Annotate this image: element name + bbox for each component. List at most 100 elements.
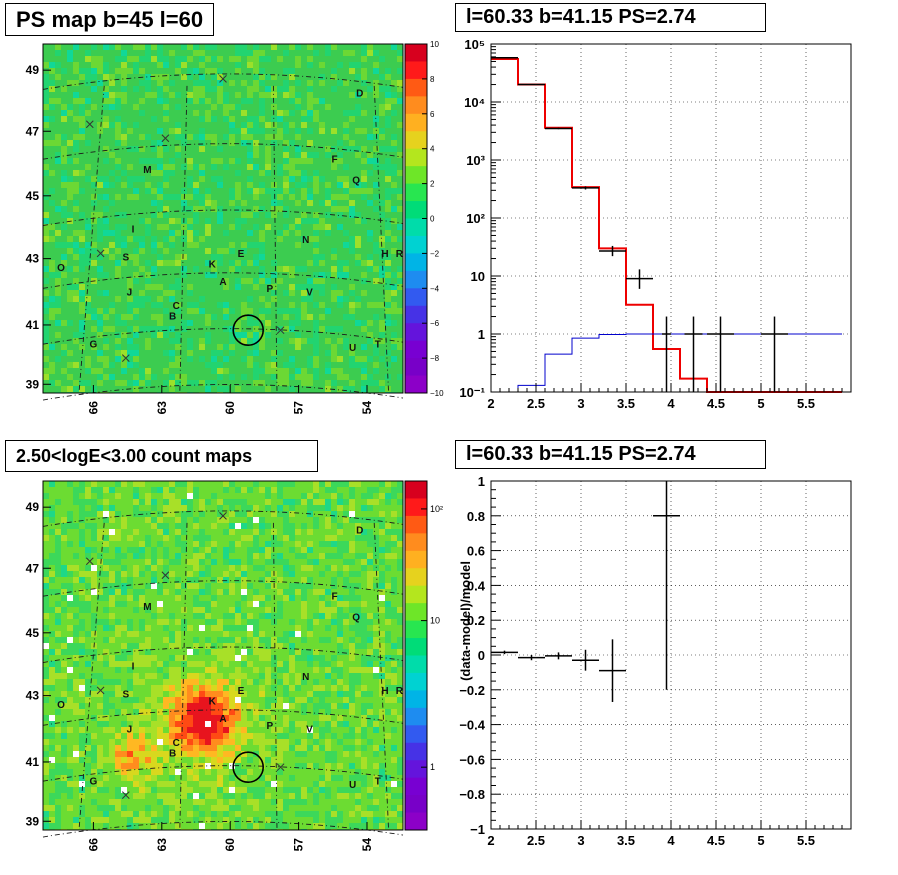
map-cell [73, 505, 79, 511]
map-cell [49, 380, 55, 386]
map-cell [193, 86, 199, 92]
map-cell [289, 362, 295, 368]
map-cell [199, 188, 205, 194]
map-cell [307, 176, 313, 182]
map-cell [73, 158, 79, 164]
map-cell [121, 344, 127, 350]
map-cell [367, 200, 373, 206]
map-cell [199, 176, 205, 182]
map-cell [349, 350, 355, 356]
map-cell [133, 362, 139, 368]
map-cell [223, 128, 229, 134]
map-cell [97, 565, 103, 571]
map-cell [61, 338, 67, 344]
map-cell [247, 152, 253, 158]
map-cell [127, 200, 133, 206]
map-cell [217, 74, 223, 80]
map-cell [175, 254, 181, 260]
map-cell [205, 128, 211, 134]
map-cell [361, 122, 367, 128]
map-cell [133, 763, 139, 769]
map-cell [79, 182, 85, 188]
map-cell [271, 212, 277, 218]
map-cell [343, 218, 349, 224]
map-cell [103, 709, 109, 715]
map-cell [247, 194, 253, 200]
map-cell [175, 188, 181, 194]
map-cell [151, 793, 157, 799]
map-cell [61, 278, 67, 284]
map-cell [73, 703, 79, 709]
map-cell [55, 529, 61, 535]
map-cell [391, 284, 397, 290]
map-cell [217, 188, 223, 194]
map-cell [139, 146, 145, 152]
map-cell [295, 302, 301, 308]
colorbar-tick-label: −10 [430, 389, 444, 398]
map-cell [313, 266, 319, 272]
map-cell [115, 266, 121, 272]
map-cell [385, 344, 391, 350]
map-cell [367, 62, 373, 68]
map-cell [169, 110, 175, 116]
map-cell [97, 170, 103, 176]
map-cell [193, 248, 199, 254]
map-cell [355, 110, 361, 116]
map-cell [253, 308, 259, 314]
map-cell [103, 571, 109, 577]
map-cell [247, 320, 253, 326]
map-cell [163, 499, 169, 505]
map-cell [97, 182, 103, 188]
map-cell [91, 619, 97, 625]
map-cell [49, 308, 55, 314]
map-cell [247, 74, 253, 80]
map-cell [79, 200, 85, 206]
map-cell [313, 350, 319, 356]
map-cell [379, 104, 385, 110]
map-cell [103, 607, 109, 613]
map-cell [187, 332, 193, 338]
map-cell [73, 481, 79, 487]
map-cell [337, 62, 343, 68]
map-cell [43, 667, 49, 673]
map-cell [241, 284, 247, 290]
map-cell [229, 92, 235, 98]
map-cell [259, 386, 265, 392]
map-cell [163, 547, 169, 553]
map-cell [61, 62, 67, 68]
map-cell [79, 757, 85, 763]
map-cell [61, 98, 67, 104]
map-cell [115, 811, 121, 817]
map-cell [85, 110, 91, 116]
map-cell [379, 86, 385, 92]
map-cell [295, 140, 301, 146]
map-cell [109, 751, 115, 757]
map-cell [67, 601, 73, 607]
map-cell [145, 595, 151, 601]
map-cell [127, 649, 133, 655]
map-cell [289, 338, 295, 344]
map-cell [283, 92, 289, 98]
map-cell [223, 152, 229, 158]
map-cell [325, 326, 331, 332]
map-cell [193, 212, 199, 218]
map-cell [241, 386, 247, 392]
map-cell [313, 338, 319, 344]
map-cell [289, 260, 295, 266]
map-cell [79, 332, 85, 338]
map-cell [229, 212, 235, 218]
map-cell [187, 104, 193, 110]
map-cell [133, 709, 139, 715]
map-cell [235, 182, 241, 188]
map-cell [259, 230, 265, 236]
map-cell [319, 80, 325, 86]
map-cell [355, 188, 361, 194]
map-cell [103, 643, 109, 649]
map-cell [331, 44, 337, 50]
map-cell [109, 104, 115, 110]
map-cell [67, 68, 73, 74]
map-cell [349, 380, 355, 386]
map-cell [199, 56, 205, 62]
map-cell [223, 290, 229, 296]
